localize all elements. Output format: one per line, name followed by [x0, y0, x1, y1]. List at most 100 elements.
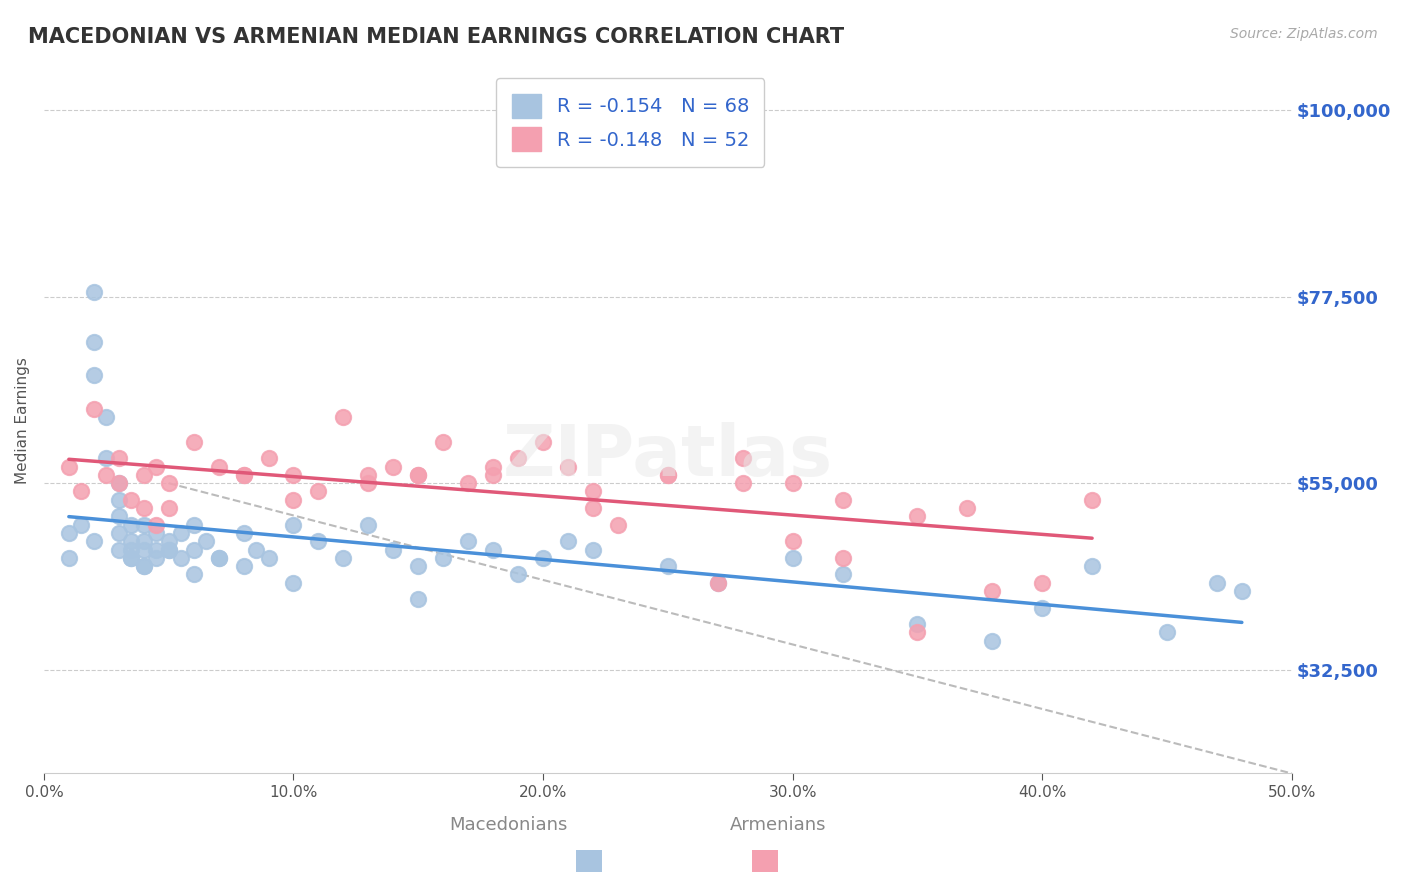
Point: [531, 550, 554, 565]
Point: [132, 501, 155, 516]
Point: [83, 285, 105, 300]
Point: [107, 476, 129, 491]
Point: [157, 542, 180, 557]
Point: [905, 617, 928, 632]
Point: [157, 534, 180, 549]
Point: [482, 459, 505, 474]
Point: [782, 550, 804, 565]
Point: [132, 542, 155, 557]
Point: [482, 542, 505, 557]
Point: [332, 409, 354, 424]
Point: [232, 467, 254, 482]
Point: [132, 534, 155, 549]
Legend: R = -0.154   N = 68, R = -0.148   N = 52: R = -0.154 N = 68, R = -0.148 N = 52: [496, 78, 765, 167]
Point: [506, 451, 529, 466]
Point: [96, 409, 118, 424]
Point: [557, 534, 579, 549]
Point: [58, 550, 80, 565]
Point: [207, 550, 229, 565]
Point: [107, 509, 129, 524]
Point: [582, 542, 605, 557]
Point: [283, 467, 305, 482]
Point: [107, 542, 129, 557]
Point: [905, 625, 928, 640]
Text: MACEDONIAN VS ARMENIAN MEDIAN EARNINGS CORRELATION CHART: MACEDONIAN VS ARMENIAN MEDIAN EARNINGS C…: [28, 27, 844, 46]
Point: [145, 459, 167, 474]
Point: [557, 459, 579, 474]
Point: [157, 501, 180, 516]
Point: [981, 633, 1004, 648]
Point: [1031, 575, 1053, 590]
Point: [482, 467, 505, 482]
Point: [657, 467, 679, 482]
Point: [731, 451, 754, 466]
Point: [183, 517, 205, 532]
Point: [905, 509, 928, 524]
Point: [183, 434, 205, 449]
Point: [657, 467, 679, 482]
Point: [1081, 559, 1104, 574]
Point: [457, 476, 479, 491]
Point: [956, 501, 979, 516]
Point: [357, 476, 380, 491]
Point: [70, 517, 93, 532]
Point: [606, 517, 628, 532]
Point: [132, 559, 155, 574]
Point: [232, 559, 254, 574]
Point: [83, 335, 105, 350]
Point: [157, 476, 180, 491]
Point: [107, 492, 129, 507]
Point: [83, 401, 105, 416]
Point: [406, 592, 429, 607]
Point: [107, 451, 129, 466]
Point: [120, 550, 142, 565]
Point: [120, 550, 142, 565]
Point: [257, 550, 280, 565]
Point: [981, 584, 1004, 599]
Point: [382, 459, 405, 474]
Point: [1205, 575, 1227, 590]
Point: [657, 559, 679, 574]
Point: [145, 525, 167, 540]
Point: [83, 368, 105, 383]
Point: [207, 550, 229, 565]
Point: [145, 542, 167, 557]
Point: [831, 492, 853, 507]
Point: [120, 517, 142, 532]
Point: [782, 534, 804, 549]
Point: [406, 467, 429, 482]
Point: [232, 467, 254, 482]
Point: [531, 434, 554, 449]
Point: [357, 467, 380, 482]
Point: [731, 476, 754, 491]
Point: [58, 459, 80, 474]
Point: [1230, 584, 1253, 599]
Point: [332, 550, 354, 565]
Point: [245, 542, 267, 557]
Point: [107, 525, 129, 540]
Point: [582, 484, 605, 499]
Point: [195, 534, 218, 549]
Point: [145, 550, 167, 565]
Point: [831, 567, 853, 582]
Text: ZIPatlas: ZIPatlas: [503, 422, 832, 491]
Point: [1081, 492, 1104, 507]
Point: [183, 567, 205, 582]
Point: [283, 492, 305, 507]
Point: [183, 542, 205, 557]
Point: [120, 492, 142, 507]
Point: [307, 534, 329, 549]
Point: [170, 550, 193, 565]
Point: [96, 467, 118, 482]
Point: [96, 451, 118, 466]
Y-axis label: Median Earnings: Median Earnings: [15, 358, 30, 484]
Point: [132, 467, 155, 482]
Point: [706, 575, 728, 590]
Point: [283, 575, 305, 590]
Point: [357, 517, 380, 532]
Point: [145, 517, 167, 532]
Point: [406, 559, 429, 574]
Point: [132, 517, 155, 532]
Point: [432, 550, 454, 565]
Point: [1156, 625, 1178, 640]
